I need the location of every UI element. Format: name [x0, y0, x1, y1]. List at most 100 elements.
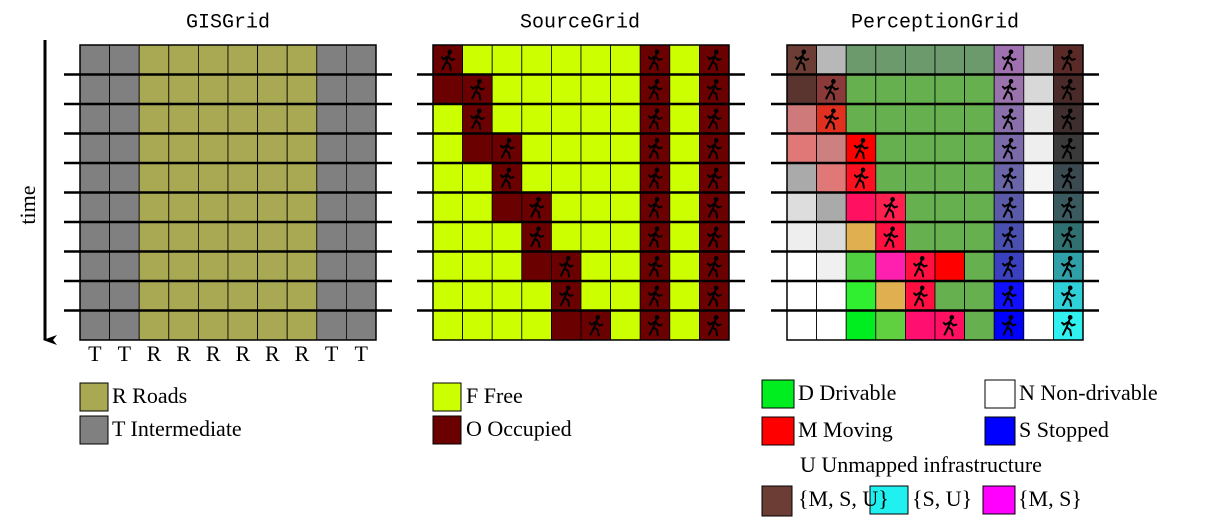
cell: [316, 280, 347, 311]
cell: [964, 44, 995, 75]
cell: [934, 133, 966, 164]
cell: [845, 103, 877, 134]
cell: [551, 103, 582, 134]
cell: [109, 251, 140, 282]
cell: [875, 74, 906, 105]
grid-title: SourceGrid: [520, 11, 640, 34]
cell: [1023, 162, 1054, 193]
cell: [964, 280, 995, 311]
cell: [816, 280, 847, 311]
cell: [109, 221, 140, 252]
cell: [316, 192, 347, 223]
cell: [168, 162, 199, 193]
cell: [521, 310, 552, 341]
cell: [168, 310, 199, 341]
cell: [168, 280, 199, 311]
legend-swatch: [869, 485, 909, 515]
cell: [138, 192, 170, 223]
cell: [109, 162, 140, 193]
cell: [580, 74, 612, 105]
cell: [875, 251, 906, 282]
cell: [786, 280, 818, 311]
cell: [432, 192, 464, 223]
cell: [345, 103, 377, 134]
cell: [138, 310, 170, 341]
cell: [345, 133, 377, 164]
legend-label: M Moving: [798, 417, 893, 442]
cell: [816, 192, 847, 223]
cell: [168, 192, 199, 223]
cell: [551, 133, 582, 164]
cell: [669, 74, 700, 105]
cell: [462, 251, 493, 282]
cell: [345, 162, 377, 193]
cell: [669, 221, 700, 252]
cell: [816, 310, 847, 341]
cell: [905, 103, 936, 134]
cell: [432, 162, 464, 193]
cell: [1023, 133, 1054, 164]
cell: [786, 192, 818, 223]
grid-title: GISGrid: [186, 11, 270, 34]
cell: [816, 44, 847, 75]
cell: [462, 133, 493, 164]
cell: [669, 103, 700, 134]
cell: [316, 103, 347, 134]
column-label: R: [206, 341, 221, 366]
cell: [138, 251, 170, 282]
cell: [905, 133, 936, 164]
cell: [1023, 74, 1054, 105]
cell: [521, 133, 552, 164]
cell: [580, 44, 612, 75]
cell: [521, 74, 552, 105]
cell: [669, 162, 700, 193]
cell: [1023, 44, 1054, 75]
cell: [1023, 280, 1054, 311]
column-label: T: [88, 341, 102, 366]
cell: [551, 162, 582, 193]
cell: [669, 192, 700, 223]
cell: [79, 162, 111, 193]
cell: [227, 74, 259, 105]
cell: [138, 133, 170, 164]
cell: [286, 74, 318, 105]
cell: [286, 280, 318, 311]
cell: [491, 44, 523, 75]
legend-label: O Occupied: [466, 416, 572, 441]
cell: [227, 310, 259, 341]
cell: [875, 44, 906, 75]
cell: [580, 221, 612, 252]
cell: [286, 221, 318, 252]
cell: [227, 280, 259, 311]
cell: [491, 103, 523, 134]
cell: [610, 162, 641, 193]
cell: [316, 133, 347, 164]
cell: [345, 280, 377, 311]
cell: [197, 280, 229, 311]
cell: [934, 251, 966, 282]
cell: [491, 192, 523, 223]
cell: [168, 74, 199, 105]
cell: [1023, 103, 1054, 134]
cell: [227, 221, 259, 252]
cell: [109, 280, 140, 311]
cell: [934, 280, 966, 311]
cell: [197, 251, 229, 282]
cell: [934, 221, 966, 252]
cell: [138, 221, 170, 252]
cell: [845, 310, 877, 341]
cell: [138, 280, 170, 311]
cell: [816, 251, 847, 282]
cell: [905, 310, 936, 341]
legend-swatch: [982, 485, 1016, 515]
cell: [138, 44, 170, 75]
cell: [197, 44, 229, 75]
cell: [462, 221, 493, 252]
cell: [610, 221, 641, 252]
cell: [168, 133, 199, 164]
legend-label: N Non-drivable: [1019, 380, 1158, 405]
cell: [905, 221, 936, 252]
cell: [669, 280, 700, 311]
cell: [197, 74, 229, 105]
